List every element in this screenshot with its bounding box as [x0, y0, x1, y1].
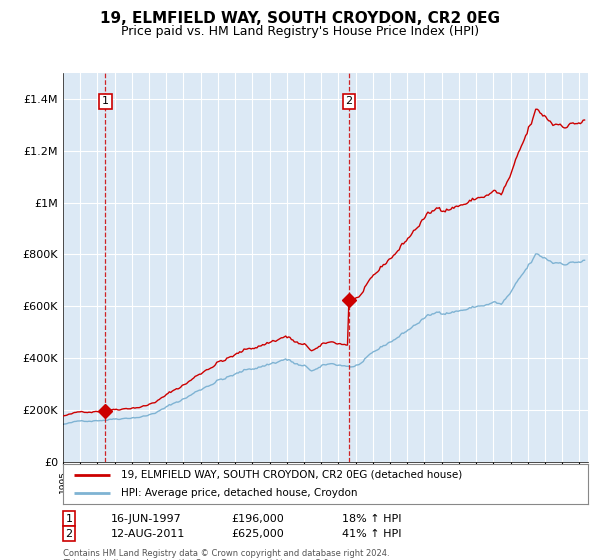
Text: 2: 2	[65, 529, 73, 539]
Text: Price paid vs. HM Land Registry's House Price Index (HPI): Price paid vs. HM Land Registry's House …	[121, 25, 479, 38]
Text: 19, ELMFIELD WAY, SOUTH CROYDON, CR2 0EG (detached house): 19, ELMFIELD WAY, SOUTH CROYDON, CR2 0EG…	[121, 470, 462, 479]
Text: £625,000: £625,000	[231, 529, 284, 539]
Text: 12-AUG-2011: 12-AUG-2011	[111, 529, 185, 539]
Text: Contains HM Land Registry data © Crown copyright and database right 2024.
This d: Contains HM Land Registry data © Crown c…	[63, 549, 389, 560]
Text: 1: 1	[65, 514, 73, 524]
Text: 19, ELMFIELD WAY, SOUTH CROYDON, CR2 0EG: 19, ELMFIELD WAY, SOUTH CROYDON, CR2 0EG	[100, 11, 500, 26]
Text: 18% ↑ HPI: 18% ↑ HPI	[342, 514, 401, 524]
Text: 41% ↑ HPI: 41% ↑ HPI	[342, 529, 401, 539]
Text: 1: 1	[102, 96, 109, 106]
Text: HPI: Average price, detached house, Croydon: HPI: Average price, detached house, Croy…	[121, 488, 357, 498]
Text: £196,000: £196,000	[231, 514, 284, 524]
Text: 2: 2	[346, 96, 352, 106]
Text: 16-JUN-1997: 16-JUN-1997	[111, 514, 182, 524]
